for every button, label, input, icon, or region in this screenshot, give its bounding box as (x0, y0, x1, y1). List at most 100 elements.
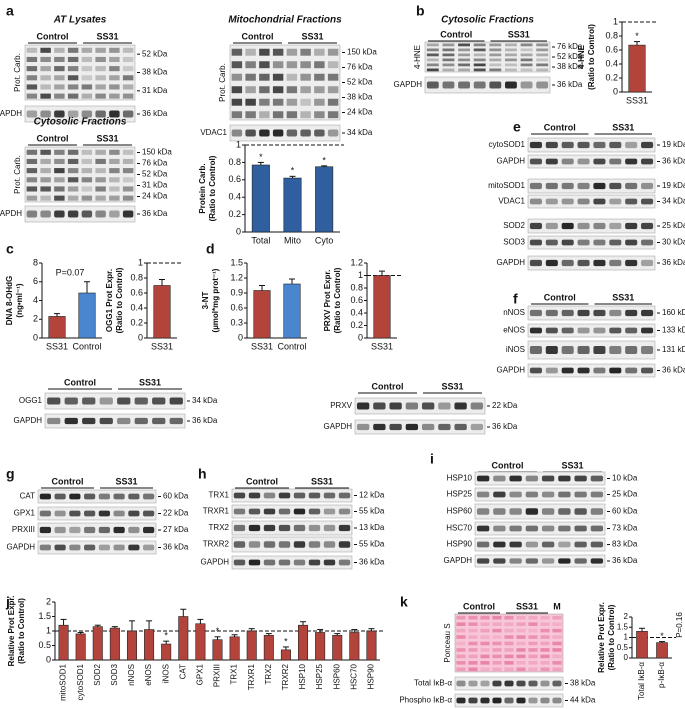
kda-label: 36 kDa (192, 416, 218, 425)
band (545, 239, 558, 246)
band (528, 615, 538, 620)
band (456, 697, 466, 704)
kda-label: 55 kDa (359, 540, 385, 549)
y-tick-label: 2 (46, 596, 51, 606)
group-label: SS31 (115, 476, 137, 486)
significance-marker: * (259, 152, 263, 162)
y-axis-label: DNA 8-OHdG (5, 276, 14, 325)
band (69, 493, 81, 500)
band (286, 98, 298, 106)
band (442, 58, 455, 62)
row-label: OGG1 (19, 396, 43, 405)
band (245, 129, 256, 137)
band (122, 56, 134, 63)
band (426, 68, 439, 72)
band (641, 309, 654, 317)
band (26, 84, 38, 90)
bar (315, 632, 326, 661)
band (456, 628, 466, 633)
band (245, 73, 256, 81)
panel-letter: e (513, 119, 521, 135)
band (552, 641, 562, 646)
blot-row (527, 363, 656, 378)
bar (283, 283, 301, 339)
band (64, 417, 78, 425)
band (545, 141, 558, 149)
band (40, 177, 51, 183)
band (536, 53, 549, 57)
kda-label: 34 kDa (662, 197, 685, 206)
band (552, 622, 562, 626)
band (26, 110, 38, 118)
band (558, 508, 571, 515)
bar (109, 627, 120, 661)
bar (298, 624, 309, 661)
band (40, 56, 51, 63)
band (231, 111, 243, 119)
bar (283, 177, 302, 233)
kda-label: 60 kDa (612, 507, 638, 516)
band (536, 58, 549, 62)
bar (153, 285, 171, 339)
blot-title: AT Lysates (53, 15, 107, 26)
band (98, 493, 110, 500)
band (300, 61, 311, 69)
blot-row (24, 146, 136, 203)
y-tick-label: 0 (33, 332, 38, 342)
band (40, 66, 51, 72)
band (54, 526, 66, 534)
band (26, 210, 38, 218)
y-axis-label: 3-NT (201, 292, 210, 310)
band (128, 493, 140, 500)
blot-row (474, 554, 606, 568)
band (541, 541, 555, 548)
band (67, 110, 79, 118)
band (143, 510, 155, 517)
bar (178, 616, 189, 661)
band (641, 141, 654, 149)
band (528, 697, 538, 704)
band (473, 53, 486, 57)
band (456, 667, 466, 672)
band (245, 86, 256, 94)
band (122, 75, 134, 81)
x-tick-label: TRX1 (230, 663, 239, 684)
kda-label: 133 kDa (662, 326, 685, 335)
y-tick-label: 0.5 (617, 643, 629, 652)
band (134, 417, 148, 425)
y-tick-label: 8 (33, 257, 38, 267)
group-label: Control (463, 601, 495, 611)
band (593, 182, 606, 190)
band (95, 186, 106, 192)
band (54, 47, 65, 53)
band (528, 654, 538, 659)
bar (366, 630, 377, 661)
band (528, 661, 538, 665)
band (69, 510, 81, 517)
x-tick-label: Mito (284, 235, 301, 245)
bar (75, 633, 86, 661)
band (308, 524, 321, 532)
band (245, 111, 256, 119)
panel-letter: k (400, 594, 408, 610)
blot-row (231, 520, 353, 536)
band (520, 68, 533, 72)
group-label: Control (52, 476, 84, 486)
band (109, 158, 120, 165)
band (286, 129, 298, 137)
band (545, 182, 558, 190)
band (458, 63, 470, 67)
band (558, 525, 571, 532)
row-label: PRXIII (12, 525, 35, 534)
band (272, 48, 284, 56)
band (122, 47, 134, 53)
group-label: Control (246, 476, 278, 486)
band (122, 110, 134, 118)
x-tick-label: SOD2 (93, 663, 102, 685)
band (40, 195, 51, 201)
blot-row (231, 536, 353, 553)
group-label: SS31 (612, 292, 634, 302)
band (528, 648, 538, 652)
band (552, 680, 562, 687)
band (489, 43, 502, 47)
